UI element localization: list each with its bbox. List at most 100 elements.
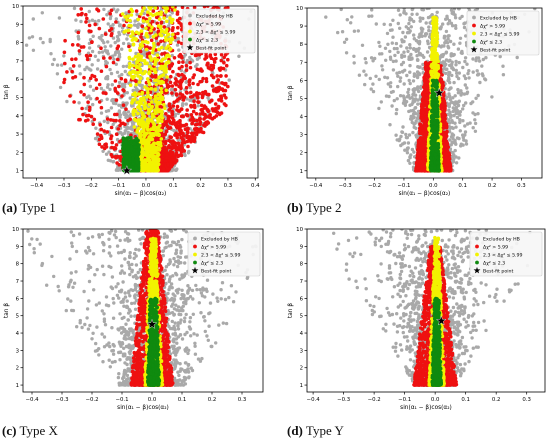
delta-red-point	[210, 117, 215, 121]
excluded-point	[154, 39, 159, 43]
delta-yellow-point	[150, 104, 154, 109]
delta-red-point	[176, 141, 181, 146]
excluded-point	[453, 16, 458, 20]
excluded-point	[88, 97, 93, 101]
delta-red-point	[102, 56, 106, 60]
excluded-point	[91, 34, 95, 38]
excluded-point	[106, 52, 110, 56]
delta-red-point	[197, 130, 201, 134]
delta-red-point	[99, 69, 104, 73]
delta-red-point	[226, 57, 230, 62]
delta-yellow-point	[149, 118, 154, 122]
excluded-point	[96, 135, 100, 139]
excluded-point	[140, 86, 144, 90]
delta-yellow-point	[167, 54, 172, 59]
delta-red-point	[112, 118, 116, 123]
delta-red-point	[110, 145, 114, 150]
excluded-point	[447, 19, 452, 23]
excluded-point	[121, 64, 126, 69]
delta-yellow-point	[152, 132, 156, 136]
delta-yellow-point	[125, 18, 129, 22]
delta-red-point	[122, 23, 126, 28]
delta-red-point	[84, 12, 88, 17]
delta-red-point	[176, 40, 181, 44]
excluded-point	[369, 87, 373, 91]
delta-red-point	[210, 98, 214, 103]
delta-yellow-point	[159, 90, 164, 94]
delta-red-point	[187, 79, 192, 84]
delta-red-point	[177, 54, 181, 58]
excluded-point	[90, 18, 95, 22]
excluded-point	[40, 11, 44, 15]
delta-red-point	[118, 154, 123, 159]
excluded-point	[112, 57, 116, 61]
delta-red-point	[205, 63, 209, 67]
delta-red-point	[168, 135, 173, 139]
delta-red-point	[173, 133, 178, 137]
delta-red-point	[189, 113, 194, 117]
y-axis-label: tan β	[4, 84, 10, 99]
delta-red-point	[186, 144, 190, 149]
excluded-point	[111, 23, 115, 27]
delta-yellow-point	[135, 118, 139, 123]
delta-red-point	[77, 49, 82, 53]
excluded-point	[180, 103, 185, 108]
delta-red-point	[80, 106, 84, 111]
excluded-point	[31, 17, 35, 21]
delta-yellow-point	[140, 9, 145, 13]
delta-red-point	[103, 142, 107, 147]
delta-red-point	[113, 79, 118, 83]
excluded-point	[117, 110, 122, 115]
excluded-point	[99, 86, 104, 91]
delta-yellow-point	[152, 148, 156, 152]
delta-yellow-point	[149, 87, 154, 91]
excluded-point	[184, 80, 188, 84]
delta-yellow-point	[148, 12, 153, 16]
y-tick-label: 2	[16, 150, 19, 156]
excluded-point	[227, 78, 231, 82]
delta-red-point	[184, 112, 189, 117]
delta-yellow-point	[157, 47, 161, 52]
excluded-point	[170, 11, 174, 15]
delta-red-point	[224, 81, 228, 86]
excluded-point	[384, 94, 389, 98]
delta-yellow-point	[129, 34, 133, 39]
delta-red-point	[224, 63, 229, 68]
delta-red-point	[182, 149, 187, 153]
delta-yellow-point	[135, 59, 139, 63]
excluded-point	[111, 159, 116, 164]
delta-green-point	[128, 157, 132, 161]
delta-red-point	[151, 9, 156, 13]
delta-yellow-point	[165, 19, 169, 24]
delta-red-point	[178, 16, 182, 21]
delta-red-point	[81, 112, 85, 117]
excluded-point	[117, 103, 121, 108]
delta-yellow-point	[132, 97, 137, 102]
x-tick-label: 0.0	[142, 183, 151, 189]
delta-red-point	[181, 77, 186, 81]
excluded-point	[446, 37, 450, 41]
excluded-point	[391, 18, 395, 22]
excluded-point	[58, 85, 63, 90]
excluded-point	[72, 6, 77, 11]
delta-yellow-point	[138, 42, 143, 47]
delta-yellow-point	[149, 58, 154, 62]
delta-red-point	[194, 112, 199, 116]
excluded-point	[197, 56, 201, 60]
delta-red-point	[220, 81, 224, 85]
excluded-point	[87, 46, 92, 50]
delta-red-point	[171, 104, 176, 108]
delta-yellow-point	[159, 74, 164, 78]
delta-yellow-point	[151, 125, 156, 130]
excluded-point	[93, 54, 98, 58]
delta-yellow-point	[160, 119, 164, 124]
delta-red-point	[213, 102, 218, 106]
delta-yellow-point	[159, 137, 164, 141]
delta-red-point	[174, 148, 179, 152]
delta-red-point	[148, 46, 152, 50]
delta-red-point	[206, 66, 211, 70]
delta-yellow-point	[148, 54, 152, 59]
delta-yellow-point	[154, 100, 158, 104]
delta-green-point	[131, 162, 135, 166]
excluded-point	[135, 87, 139, 91]
